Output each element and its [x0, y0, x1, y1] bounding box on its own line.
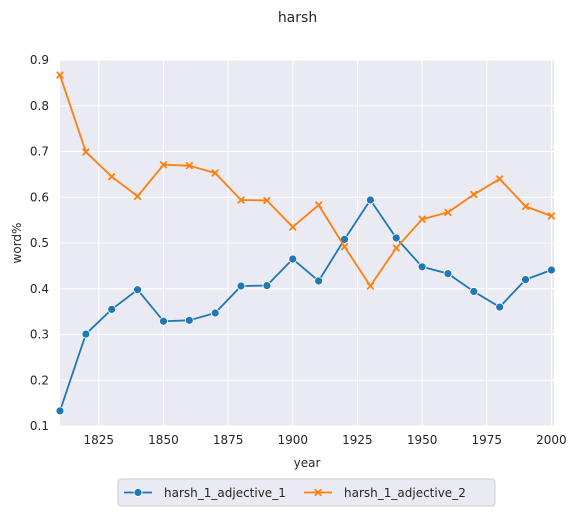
y-tick-label: 0.5 [30, 236, 49, 250]
data-point [82, 148, 90, 156]
y-tick-label: 0.6 [30, 190, 49, 204]
data-point [81, 329, 91, 339]
data-point [391, 233, 401, 243]
data-point [417, 262, 427, 272]
data-point [237, 196, 245, 204]
x-tick-label: 1975 [471, 433, 502, 447]
data-point [340, 243, 349, 251]
data-point [262, 281, 272, 290]
series-2 [56, 71, 556, 290]
data-point [133, 192, 142, 200]
y-tick-label: 0.8 [30, 99, 49, 113]
y-tick-label: 0.9 [30, 53, 49, 67]
y-axis-label: word% [10, 223, 24, 264]
series-1 [55, 195, 556, 416]
data-point [133, 285, 142, 295]
data-point [56, 71, 64, 79]
x-tick-label: 1875 [213, 433, 244, 447]
data-point [495, 302, 505, 312]
x-tick-label: 1925 [342, 433, 373, 447]
legend-item: harsh_1_adjective_1 [124, 486, 286, 500]
legend-item: harsh_1_adjective_2 [304, 486, 466, 500]
data-point [547, 212, 556, 220]
data-point [159, 161, 168, 169]
data-point [392, 244, 400, 252]
series-layer [55, 71, 556, 416]
y-tick-label: 0.4 [30, 282, 49, 296]
data-point [315, 201, 323, 209]
data-point [314, 488, 322, 497]
data-point [314, 276, 324, 286]
x-tick-label: 1950 [407, 433, 438, 447]
data-point [547, 265, 556, 275]
y-tick-label: 0.2 [30, 373, 49, 387]
legend-label: harsh_1_adjective_1 [164, 486, 286, 500]
data-point [236, 281, 246, 291]
data-point [365, 195, 375, 205]
data-point [133, 488, 143, 497]
y-tick-label: 0.7 [30, 145, 49, 159]
legend-label: harsh_1_adjective_2 [344, 486, 466, 500]
series-line [59, 74, 552, 287]
data-point [210, 308, 220, 318]
grid-lines [60, 59, 554, 427]
data-point [108, 173, 116, 181]
legend: harsh_1_adjective_1 harsh_1_adjective_2 [117, 478, 496, 507]
data-point [521, 202, 530, 211]
data-point [443, 269, 453, 279]
x-tick-label: 1850 [148, 433, 179, 447]
x-axis: 1825 1850 1875 1900 1925 1950 1975 2000 [84, 433, 567, 447]
data-point [469, 287, 479, 296]
data-point [418, 215, 426, 223]
x-tick-label: 1900 [278, 433, 309, 447]
data-point [211, 169, 219, 177]
y-tick-label: 0.3 [30, 328, 49, 342]
data-point [107, 304, 117, 314]
y-axis: 0.1 0.2 0.3 0.4 0.5 0.6 0.7 0.8 0.9 [30, 53, 49, 433]
data-point [470, 190, 478, 199]
x-tick-label: 1825 [84, 433, 115, 447]
y-tick-label: 0.1 [30, 419, 49, 433]
data-point [185, 162, 193, 170]
x-tick-label: 2000 [536, 433, 567, 447]
chart-title: harsh [278, 10, 317, 26]
data-point [288, 254, 298, 264]
data-point [444, 208, 452, 216]
data-point [521, 275, 530, 285]
data-point [366, 282, 374, 290]
data-point [496, 175, 504, 183]
data-point [263, 196, 271, 205]
x-axis-label: year [294, 456, 321, 470]
data-point [55, 406, 65, 416]
data-point [159, 316, 168, 326]
data-point [184, 315, 194, 325]
data-point [289, 223, 297, 231]
series-line [59, 199, 552, 412]
